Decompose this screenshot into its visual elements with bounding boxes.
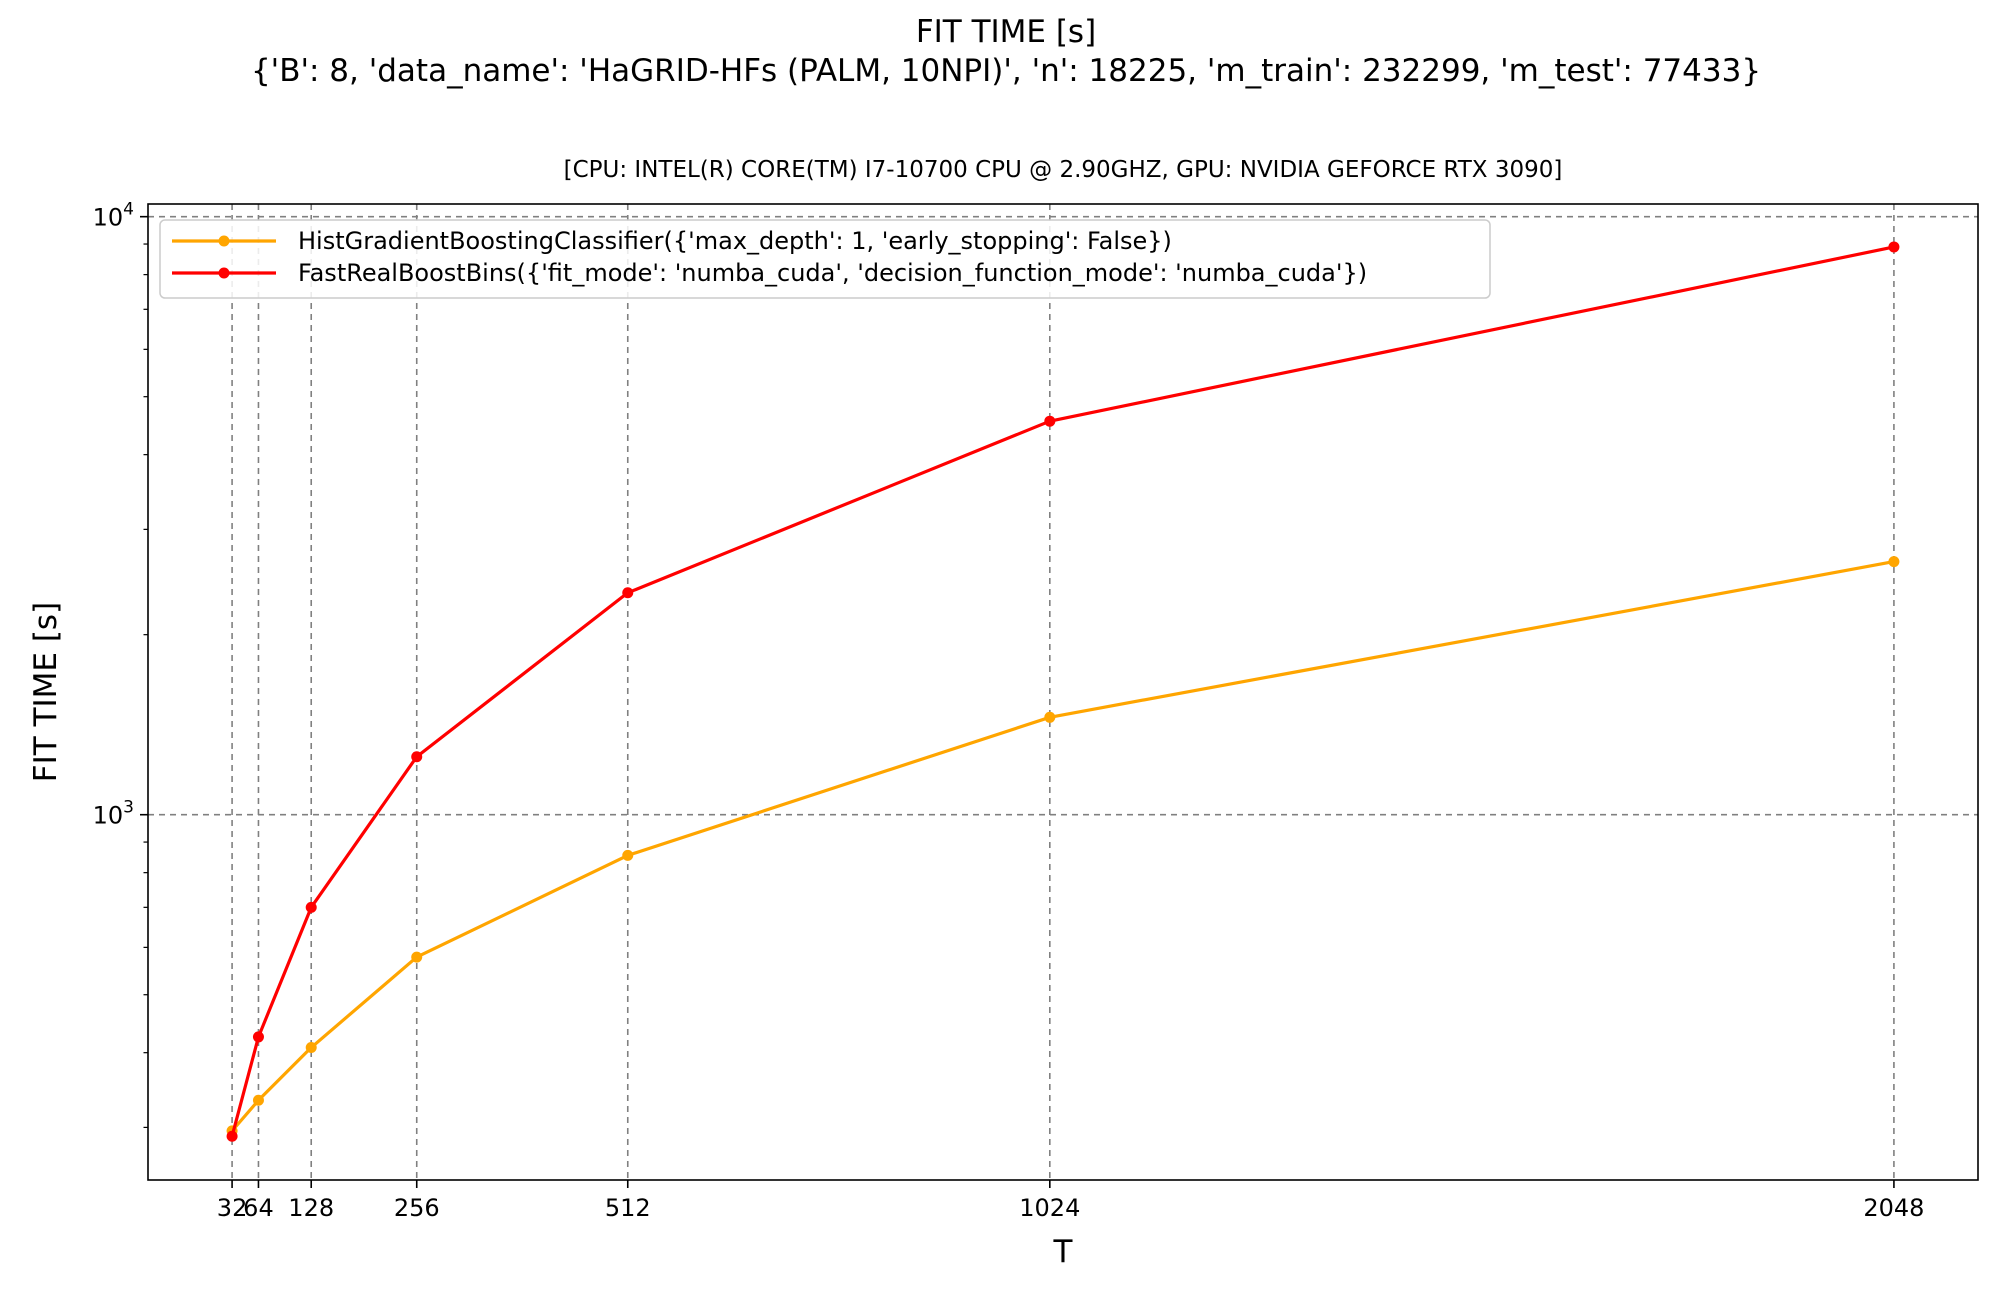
x-tick-label: 2048 — [1863, 1194, 1924, 1222]
legend: HistGradientBoostingClassifier({'max_dep… — [159, 219, 1491, 299]
data-point — [1044, 711, 1056, 723]
legend-label: HistGradientBoostingClassifier({'max_dep… — [298, 227, 1172, 255]
x-tick-label: 256 — [394, 1194, 440, 1222]
data-point — [305, 901, 317, 913]
y-axis-label: FIT TIME [s] — [28, 602, 64, 782]
x-tick-label: 1024 — [1019, 1194, 1080, 1222]
legend-frame — [159, 219, 1491, 299]
legend-swatch-marker — [218, 235, 230, 247]
data-point — [226, 1130, 238, 1142]
series-line — [230, 560, 1895, 1132]
y-tick-label: 104 — [93, 200, 134, 232]
data-point — [411, 751, 423, 763]
grid — [148, 204, 1978, 1180]
x-tick-label: 128 — [288, 1194, 334, 1222]
figure-subtitle: {'B': 8, 'data_name': 'HaGRID-HFs (PALM,… — [251, 53, 1761, 89]
axes-title: [CPU: INTEL(R) CORE(TM) I7-10700 CPU @ 2… — [564, 157, 1563, 183]
plot-frame — [147, 203, 1979, 1181]
data-point — [1888, 556, 1900, 568]
x-axis-label: T — [1053, 1234, 1074, 1270]
data-point — [1044, 415, 1056, 427]
data-point — [1888, 241, 1900, 253]
data-point — [252, 1031, 264, 1043]
data-point — [305, 1042, 317, 1054]
series-line — [230, 245, 1895, 1137]
data-point — [252, 1094, 264, 1106]
x-tick-label: 64 — [243, 1194, 274, 1222]
legend-label: FastRealBoostBins({'fit_mode': 'numba_cu… — [298, 259, 1367, 287]
data-point — [622, 849, 634, 861]
x-tick-label: 512 — [605, 1194, 651, 1222]
data-point — [622, 587, 634, 599]
x-tick-label: 32 — [217, 1194, 248, 1222]
y-tick-label: 103 — [93, 798, 134, 830]
figure-title: FIT TIME [s] — [916, 14, 1096, 50]
data-point — [411, 951, 423, 963]
legend-swatch-marker — [218, 267, 230, 279]
series-layer — [226, 241, 1900, 1142]
